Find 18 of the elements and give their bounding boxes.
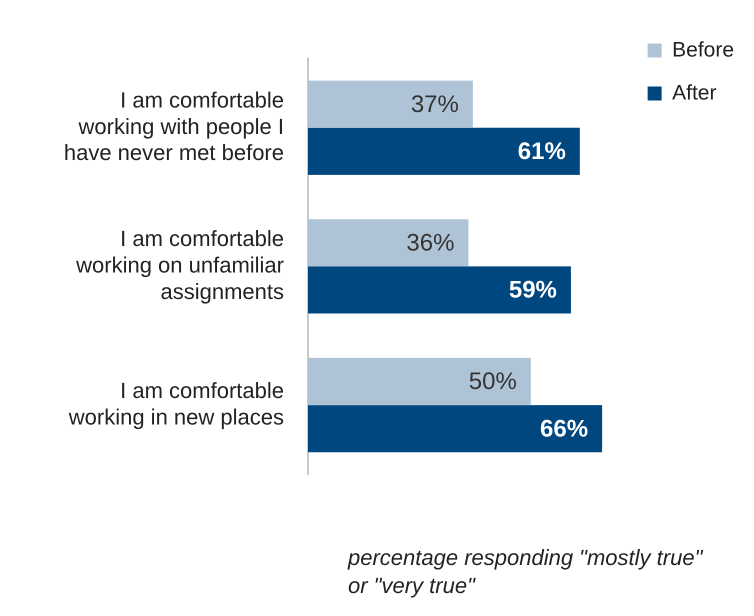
bar [308, 358, 531, 406]
bar [308, 266, 571, 314]
bar [308, 128, 580, 175]
y-tick-label: I am comfortable working with people I have never met before [64, 87, 284, 166]
y-tick-label: I am comfortable working on unfamiliar assignments [75, 226, 284, 304]
data-label: 59% [508, 276, 557, 304]
legend-label: After [672, 81, 716, 104]
data-label: 50% [468, 368, 517, 396]
bar [308, 80, 473, 128]
y-tick-label: I am comfortable working in new places [68, 378, 284, 430]
bar [308, 405, 602, 452]
data-label: 61% [518, 138, 566, 165]
legend-label: Before [672, 38, 734, 62]
data-label: 37% [410, 90, 459, 118]
text: percentage responding "mostly true" or "very true" [348, 544, 704, 600]
data-label: 66% [540, 415, 588, 442]
bar [308, 219, 468, 266]
data-label: 36% [406, 229, 454, 256]
